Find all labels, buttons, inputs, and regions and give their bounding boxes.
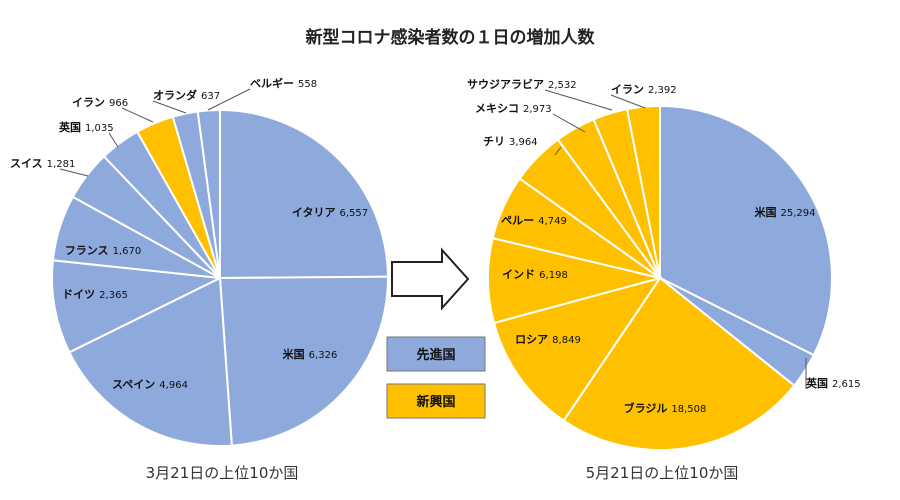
slice-label: サウジアラビア 2,532 — [467, 77, 577, 91]
pie-chart-march: イタリア 6,557 米国 6,326 スペイン 4,964 ドイツ 2,365 フランス 1,6… — [10, 76, 389, 447]
slice-label: チリ 3,964 — [483, 135, 538, 148]
leader-line — [108, 132, 119, 148]
slice-label: イタリア 6,557 — [292, 206, 368, 219]
chart-title: 新型コロナ感染者数の１日の増加人数 — [306, 27, 596, 48]
leader-line — [152, 100, 187, 114]
slice-label: スペイン 4,964 — [112, 378, 188, 391]
leader-line — [59, 168, 89, 177]
pie-slice — [562, 276, 796, 451]
slice-label: イラン 2,392 — [611, 83, 677, 96]
pie-slice — [625, 104, 661, 279]
leader-line — [544, 89, 613, 111]
leader-line — [554, 146, 562, 156]
pie-slice — [67, 276, 233, 447]
slice-label: ドイツ 2,365 — [62, 288, 128, 301]
legend-label-developed: 先進国 — [416, 347, 455, 363]
arrow-icon — [391, 247, 470, 311]
leader-line — [121, 107, 154, 123]
slice-label: 米国 6,326 — [282, 347, 338, 361]
pie-slice — [492, 276, 663, 422]
legend: 先進国 新興国 — [386, 336, 486, 419]
slice-label: ブラジル 18,508 — [624, 401, 707, 415]
slice-label: オランダ 637 — [153, 88, 220, 102]
legend-label-emerging: 新興国 — [416, 394, 455, 410]
slice-label: ベルギー 558 — [250, 76, 317, 90]
leader-line — [552, 113, 586, 133]
slice-label: 英国 1,035 — [58, 120, 114, 134]
pie-slice — [196, 108, 221, 279]
slice-label: スイス 1,281 — [10, 157, 75, 170]
slice-label: インド 6,198 — [502, 268, 568, 281]
caption-may: 5月21日の上位10か国 — [586, 464, 739, 482]
leader-line — [207, 88, 251, 111]
pie-chart-may: 米国 25,294 英国 2,615 ブラジル 18,508 ロシア 8,849 インド 6,19… — [467, 77, 861, 451]
pie-slice — [219, 108, 389, 280]
pie-slice — [51, 259, 224, 354]
pie-slice — [218, 275, 389, 447]
legend-swatch-emerging — [386, 383, 486, 419]
slice-label: 英国 2,615 — [805, 376, 861, 390]
caption-march: 3月21日の上位10か国 — [146, 464, 299, 482]
pie-slice — [659, 104, 833, 357]
slice-label: イラン 966 — [72, 96, 128, 109]
legend-swatch-developed — [386, 336, 486, 372]
slice-label: ペルー 4,749 — [501, 214, 567, 227]
slice-label: 米国 25,294 — [754, 205, 816, 219]
slice-label: メキシコ 2,973 — [475, 102, 552, 115]
leader-line — [610, 94, 646, 109]
slice-label: フランス 1,670 — [65, 244, 141, 257]
slice-label: ロシア 8,849 — [515, 333, 581, 346]
